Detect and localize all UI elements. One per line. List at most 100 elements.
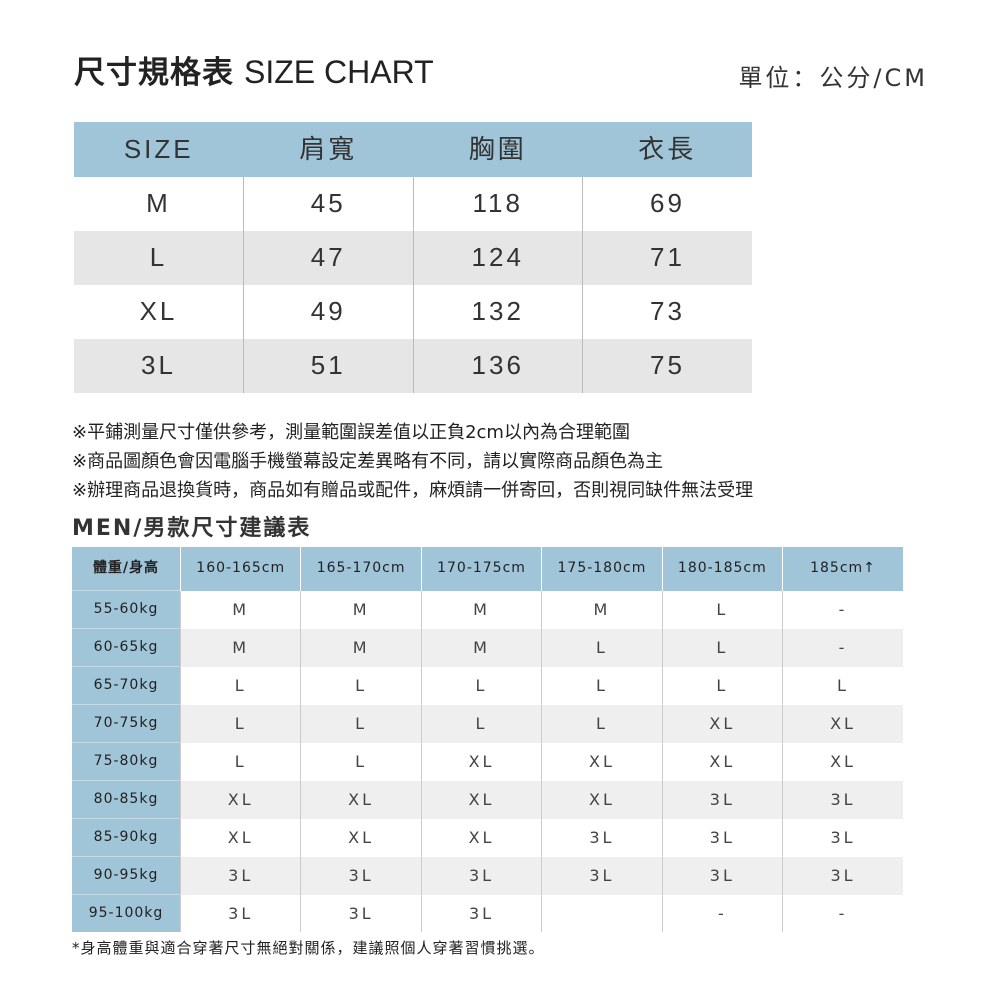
row-label: 80-85kg: [72, 780, 181, 819]
table-cell: 3L: [661, 780, 783, 819]
table-cell: XL: [541, 780, 663, 819]
table-cell: XL: [179, 780, 301, 819]
table-cell: 3L: [300, 894, 422, 932]
unit-label: 單位：公分/CM: [738, 64, 928, 92]
table-row: 95-100kg 3L 3L 3L - -: [72, 894, 903, 932]
column-header: 175-180cm: [541, 547, 663, 591]
footnote: *身高體重與適合穿著尺寸無絕對關係，建議照個人穿著習慣挑選。: [72, 939, 545, 957]
table-cell: [541, 894, 663, 932]
table-cell: L: [661, 666, 783, 705]
row-label: 65-70kg: [72, 666, 181, 705]
table-cell: M: [541, 590, 663, 629]
men-section-title: MEN/男款尺寸建議表: [72, 516, 312, 541]
table-cell: M: [300, 628, 422, 667]
row-label: 60-65kg: [72, 628, 181, 667]
table-cell: XL: [661, 742, 783, 781]
table-row: 3L 51 136 75: [74, 339, 752, 393]
table-row: L 47 124 71: [74, 231, 752, 285]
table-cell: 3L: [420, 856, 542, 895]
row-label: 75-80kg: [72, 742, 181, 781]
table-cell: 3L: [179, 856, 301, 895]
column-header: 胸圍: [413, 122, 583, 177]
column-header: 160-165cm: [179, 547, 301, 591]
table-cell: -: [782, 628, 903, 667]
row-label: 95-100kg: [72, 894, 181, 932]
row-label: 85-90kg: [72, 818, 181, 857]
table-row: 75-80kg L L XL XL XL XL: [72, 742, 903, 781]
table-cell: 45: [243, 177, 413, 231]
table-cell: XL: [541, 742, 663, 781]
row-label: 70-75kg: [72, 704, 181, 743]
table-cell: -: [782, 894, 903, 932]
column-header: 衣長: [582, 122, 752, 177]
table-row: 65-70kg L L L L L L: [72, 666, 903, 705]
table-cell: L: [541, 666, 663, 705]
content: SIZE 肩寬 胸圍 衣長 M 45 118 69 L 47 124 71 XL 49 132 73 3L 51 1…: [72, 122, 932, 958]
table-cell: 3L: [661, 818, 783, 857]
note: ※商品圖顏色會因電腦手機螢幕設定差異略有不同，請以實際商品顏色為主: [72, 451, 664, 472]
table-cell: L: [541, 704, 663, 743]
column-header: 體重/身高: [72, 547, 181, 591]
table-cell: 124: [412, 231, 583, 285]
table-row: 90-95kg 3L 3L 3L 3L 3L 3L: [72, 856, 903, 895]
table-cell: XL: [179, 818, 301, 857]
table-cell: XL: [420, 780, 542, 819]
title-zh: 尺寸規格表: [74, 55, 234, 91]
table-cell: 3L: [179, 894, 301, 932]
column-header: 185cm↑: [782, 547, 903, 591]
table-row: XL 49 132 73: [74, 285, 752, 339]
table-cell: L: [300, 666, 422, 705]
table-cell: L: [420, 704, 542, 743]
column-header: SIZE: [74, 122, 244, 177]
row-label: M: [146, 188, 171, 219]
table-cell: 51: [243, 339, 413, 393]
table-cell: L: [420, 666, 542, 705]
table-cell: 3L: [541, 818, 663, 857]
note: ※辦理商品退換貨時，商品如有贈品或配件，麻煩請一併寄回，否則視同缺件無法受理: [72, 480, 754, 501]
table-cell: L: [661, 628, 783, 667]
note: ※平鋪測量尺寸僅供參考，測量範圍誤差值以正負2cm以內為合理範圍: [72, 422, 630, 443]
table-row: 60-65kg M M M L L -: [72, 628, 903, 667]
column-header: 170-175cm: [420, 547, 542, 591]
table-cell: 49: [243, 285, 413, 339]
table-cell: L: [782, 666, 903, 705]
table-cell: XL: [661, 704, 783, 743]
table-cell: -: [782, 590, 903, 629]
table-cell: M: [179, 590, 301, 629]
table-row: 55-60kg M M M M L -: [72, 590, 903, 629]
table-cell: M: [420, 590, 542, 629]
table-cell: L: [541, 628, 663, 667]
table-cell: L: [179, 742, 301, 781]
table-cell: 75: [582, 339, 752, 393]
row-label: XL: [139, 296, 178, 327]
row-label: 90-95kg: [72, 856, 181, 895]
title-en: SIZE CHART: [244, 54, 434, 90]
table-cell: 47: [243, 231, 413, 285]
table-cell: 3L: [541, 856, 663, 895]
notes: ※平鋪測量尺寸僅供參考，測量範圍誤差值以正負2cm以內為合理範圍 ※商品圖顏色會…: [72, 418, 753, 505]
table-cell: L: [300, 742, 422, 781]
table-cell: L: [179, 704, 301, 743]
table-cell: L: [179, 666, 301, 705]
column-header: 肩寬: [243, 122, 413, 177]
table-cell: 3L: [782, 856, 903, 895]
table-row: 85-90kg XL XL XL 3L 3L 3L: [72, 818, 903, 857]
table-cell: XL: [420, 818, 542, 857]
table-cell: 3L: [300, 856, 422, 895]
table-row: M 45 118 69: [74, 177, 752, 231]
table-cell: L: [661, 590, 783, 629]
table-cell: 3L: [782, 818, 903, 857]
row-label: 55-60kg: [72, 590, 181, 629]
table-cell: 132: [412, 285, 583, 339]
table-cell: -: [661, 894, 783, 932]
table-cell: 73: [582, 285, 752, 339]
table-cell: 136: [412, 339, 583, 393]
table-cell: XL: [420, 742, 542, 781]
column-header: 165-170cm: [300, 547, 422, 591]
men-size-recommendation-table: 體重/身高 160-165cm 165-170cm 170-175cm 175-180c…: [72, 547, 903, 932]
table-row: 70-75kg L L L L XL XL: [72, 704, 903, 743]
page-title: 尺寸規格表 SIZE CHART: [74, 52, 434, 93]
column-header: 180-185cm: [661, 547, 783, 591]
table-cell: 118: [412, 177, 583, 231]
